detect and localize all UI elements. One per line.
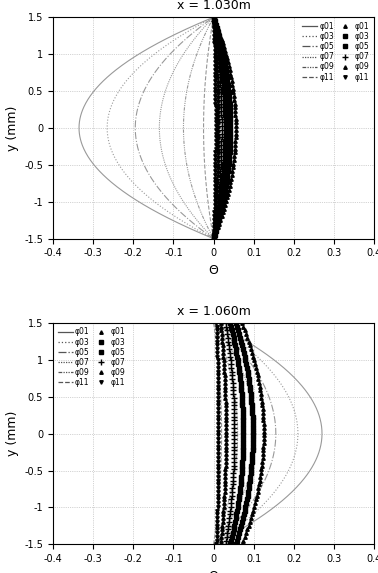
Legend: φ01, φ03, φ05, φ07, φ09, φ11, φ01, φ03, φ05, φ07, φ09, φ11: φ01, φ03, φ05, φ07, φ09, φ11, φ01, φ03, … — [57, 327, 126, 388]
Y-axis label: y (mm): y (mm) — [6, 411, 19, 456]
Legend: φ01, φ03, φ05, φ07, φ09, φ11, φ01, φ03, φ05, φ07, φ09, φ11: φ01, φ03, φ05, φ07, φ09, φ11, φ01, φ03, … — [301, 21, 370, 83]
X-axis label: Θ: Θ — [209, 570, 218, 573]
Y-axis label: y (mm): y (mm) — [6, 105, 19, 151]
X-axis label: Θ: Θ — [209, 264, 218, 277]
Title: x = 1.030m: x = 1.030m — [177, 0, 251, 12]
Title: x = 1.060m: x = 1.060m — [177, 304, 251, 317]
